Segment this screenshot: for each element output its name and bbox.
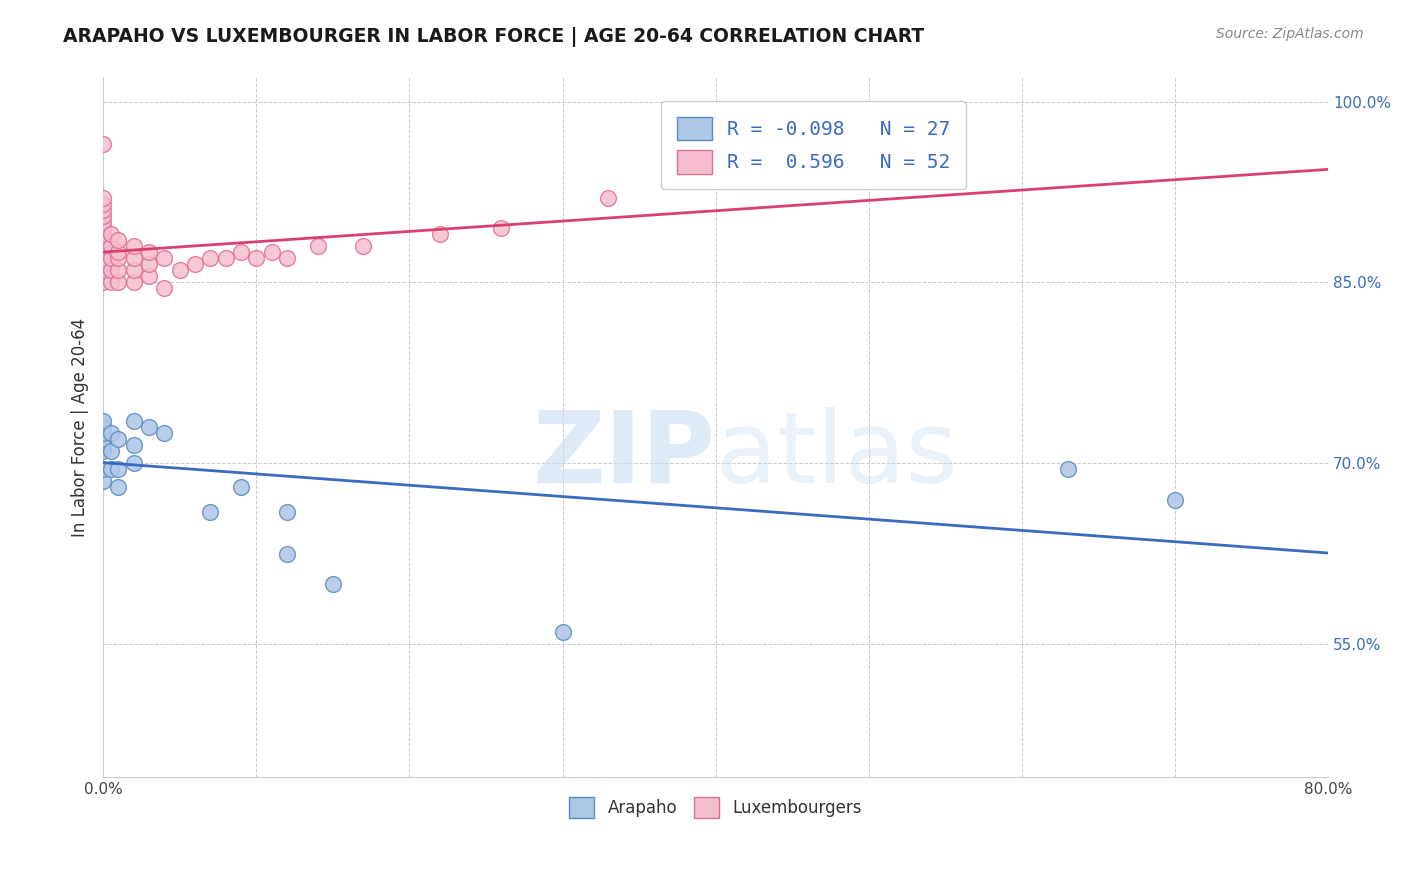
Point <box>122 456 145 470</box>
Point <box>91 233 114 247</box>
Point <box>229 480 252 494</box>
Text: atlas: atlas <box>716 407 957 504</box>
Point <box>107 480 129 494</box>
Point <box>214 252 236 266</box>
Point <box>107 245 129 260</box>
Point <box>91 215 114 229</box>
Point <box>91 257 114 271</box>
Point <box>229 245 252 260</box>
Point <box>107 233 129 247</box>
Point <box>91 252 114 266</box>
Point <box>91 426 114 441</box>
Point <box>100 239 122 253</box>
Point <box>260 245 283 260</box>
Point <box>100 276 122 290</box>
Point <box>91 221 114 235</box>
Point <box>100 462 122 476</box>
Point <box>276 547 298 561</box>
Point <box>91 203 114 218</box>
Point <box>91 221 114 235</box>
Point <box>138 420 160 434</box>
Point <box>122 438 145 452</box>
Point <box>100 444 122 458</box>
Point <box>200 252 222 266</box>
Point <box>491 221 513 235</box>
Point <box>153 426 176 441</box>
Point <box>91 197 114 211</box>
Legend: Arapaho, Luxembourgers: Arapaho, Luxembourgers <box>562 791 869 824</box>
Point <box>107 276 129 290</box>
Point <box>100 227 122 242</box>
Point <box>107 263 129 277</box>
Point <box>1164 492 1187 507</box>
Point <box>107 432 129 446</box>
Point <box>107 462 129 476</box>
Point <box>107 252 129 266</box>
Point <box>138 245 160 260</box>
Point <box>91 136 114 151</box>
Point <box>276 505 298 519</box>
Point <box>153 252 176 266</box>
Point <box>122 414 145 428</box>
Point <box>184 257 207 271</box>
Point <box>91 276 114 290</box>
Point <box>100 426 122 441</box>
Point <box>91 475 114 489</box>
Point <box>91 209 114 223</box>
Point <box>91 227 114 242</box>
Point <box>91 245 114 260</box>
Point <box>91 438 114 452</box>
Point <box>1056 462 1078 476</box>
Point <box>91 269 114 284</box>
Point <box>91 420 114 434</box>
Point <box>429 227 451 242</box>
Point <box>91 239 114 253</box>
Point <box>100 252 122 266</box>
Text: Source: ZipAtlas.com: Source: ZipAtlas.com <box>1216 27 1364 41</box>
Point <box>122 276 145 290</box>
Point <box>245 252 267 266</box>
Text: ZIP: ZIP <box>533 407 716 504</box>
Point <box>91 227 114 242</box>
Point <box>138 257 160 271</box>
Point <box>122 263 145 277</box>
Point <box>122 239 145 253</box>
Point <box>91 233 114 247</box>
Point <box>322 577 344 591</box>
Point <box>91 462 114 476</box>
Point <box>153 281 176 295</box>
Point <box>100 263 122 277</box>
Point <box>598 191 620 205</box>
Point <box>138 269 160 284</box>
Point <box>122 252 145 266</box>
Point <box>91 432 114 446</box>
Point <box>91 191 114 205</box>
Point <box>551 625 574 640</box>
Y-axis label: In Labor Force | Age 20-64: In Labor Force | Age 20-64 <box>72 318 89 537</box>
Point <box>91 414 114 428</box>
Point <box>169 263 191 277</box>
Point <box>796 167 818 181</box>
Point <box>276 252 298 266</box>
Point <box>91 263 114 277</box>
Point <box>352 239 374 253</box>
Text: ARAPAHO VS LUXEMBOURGER IN LABOR FORCE | AGE 20-64 CORRELATION CHART: ARAPAHO VS LUXEMBOURGER IN LABOR FORCE |… <box>63 27 925 46</box>
Point <box>307 239 329 253</box>
Point <box>91 444 114 458</box>
Point <box>200 505 222 519</box>
